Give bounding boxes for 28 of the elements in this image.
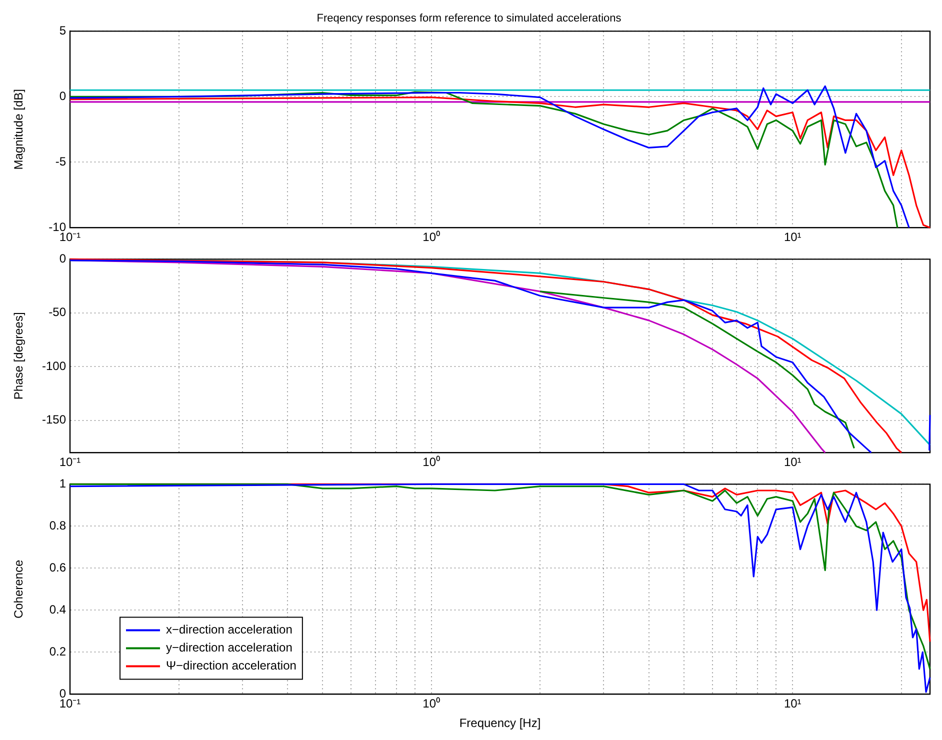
y-tick-label: -50 xyxy=(48,305,66,320)
y-tick-label: 0.6 xyxy=(49,560,66,575)
x-tick-label: 10⁰ xyxy=(422,230,440,244)
y-axis-title: Phase [degrees] xyxy=(12,312,26,400)
x-tick-label: 10¹ xyxy=(784,696,802,711)
y-axis-title: Magnitude [dB] xyxy=(12,89,26,170)
y-tick-label: -100 xyxy=(42,358,66,373)
y-axis-title: Coherence xyxy=(12,560,26,619)
x-tick-label: 10⁰ xyxy=(422,696,440,711)
x-axis-title: Frequency [Hz] xyxy=(459,716,541,730)
y-tick-label: 0 xyxy=(59,252,66,266)
x-tick-label: 10¹ xyxy=(784,455,802,470)
x-tick-label: 10⁰ xyxy=(422,455,440,470)
y-tick-label: 5 xyxy=(59,24,66,38)
legend-label: Ψ−direction acceleration xyxy=(166,658,296,673)
y-tick-label: 0.8 xyxy=(49,518,66,533)
x-tick-label: 10⁻¹ xyxy=(59,455,81,470)
y-tick-label: 0.4 xyxy=(49,602,66,617)
y-tick-label: -150 xyxy=(42,412,66,427)
y-tick-label: -5 xyxy=(55,154,66,168)
legend-label: y−direction acceleration xyxy=(166,640,292,655)
legend-label: x−direction acceleration xyxy=(166,622,292,637)
y-tick-label: 1 xyxy=(59,476,66,491)
y-tick-label: 0 xyxy=(59,88,66,103)
y-tick-label: 0.2 xyxy=(49,644,66,659)
chart-title: Freqency responses form reference to simulated accelerations xyxy=(316,12,622,25)
x-tick-label: 10⁻¹ xyxy=(59,696,81,711)
x-tick-label: 10¹ xyxy=(784,230,802,244)
